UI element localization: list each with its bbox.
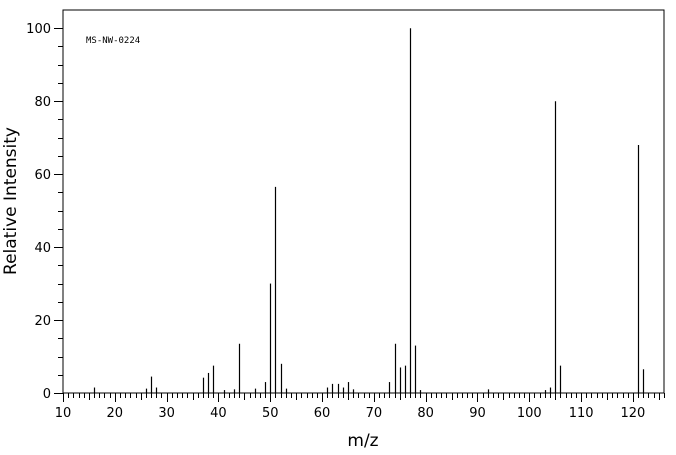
y-tick-label: 40 (34, 241, 51, 256)
x-tick-label: 40 (210, 406, 227, 421)
spectrum-id-annotation: MS-NW-0224 (86, 36, 140, 46)
x-tick-label: 90 (469, 406, 486, 421)
y-axis-title: Relative Intensity (1, 127, 21, 275)
peaks-layer (93, 28, 645, 393)
x-axis-ticks: 10 20 30 40 50 60 70 80 90 100 110 120 (55, 393, 665, 421)
y-tick-label: 20 (34, 314, 51, 329)
x-tick-label: 10 (55, 406, 72, 421)
y-axis-ticks: 0 20 40 60 80 100 (26, 22, 63, 402)
x-tick-label: 100 (517, 406, 542, 421)
x-tick-label: 20 (107, 406, 124, 421)
y-tick-label: 60 (34, 168, 51, 183)
x-tick-label: 30 (158, 406, 175, 421)
x-tick-label: 110 (569, 406, 594, 421)
x-tick-label: 70 (366, 406, 383, 421)
plot-frame (62, 9, 665, 394)
x-tick-label: 50 (262, 406, 279, 421)
y-tick-label: 0 (43, 387, 51, 402)
x-tick-label: 80 (417, 406, 434, 421)
x-tick-label: 60 (314, 406, 331, 421)
x-axis-title: m/z (347, 431, 378, 451)
y-tick-label: 80 (34, 95, 51, 110)
x-tick-label: 120 (620, 406, 645, 421)
y-tick-label: 100 (26, 22, 51, 37)
